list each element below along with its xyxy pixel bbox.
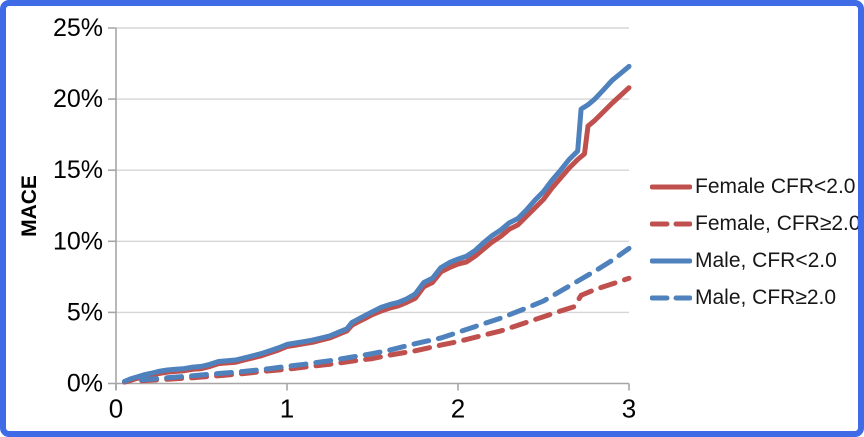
legend-item-female-solid: Female CFR<2.0 — [650, 168, 858, 205]
legend-label: Female CFR<2.0 — [695, 174, 856, 198]
legend: Female CFR<2.0 Female, CFR≥2.0 Male, CFR… — [650, 168, 861, 316]
mace-chart: 0% 5% 10% 15% 20% 25% 0 1 2 3 MACE — [18, 14, 636, 424]
x-tick-label: 3 — [622, 394, 636, 424]
legend-label: Female, CFR≥2.0 — [695, 211, 861, 235]
legend-line-male-dashed-icon — [650, 295, 692, 300]
legend-label: Male, CFR≥2.0 — [695, 285, 837, 309]
y-tick-label: 15% — [53, 156, 103, 184]
series-path-female-cfr-2-0 — [122, 85, 632, 385]
legend-item-female-dashed: Female, CFR≥2.0 — [650, 205, 861, 242]
x-tick-label: 0 — [109, 394, 123, 424]
legend-line-female-dashed-icon — [650, 221, 692, 226]
series-path-male-cfr-2-0 — [139, 245, 632, 383]
series-path-male-cfr-2-0 — [122, 63, 632, 384]
legend-line-female-solid-icon — [650, 184, 692, 189]
y-tick-label: 20% — [53, 85, 103, 113]
y-tick-label: 25% — [53, 14, 103, 42]
x-tick-label: 2 — [451, 394, 465, 424]
legend-line-male-solid-icon — [650, 258, 692, 263]
legend-item-male-dashed: Male, CFR≥2.0 — [650, 279, 858, 316]
x-tick-label: 1 — [280, 394, 294, 424]
legend-label: Male, CFR<2.0 — [695, 248, 837, 272]
legend-item-male-solid: Male, CFR<2.0 — [650, 242, 858, 279]
y-tick-label: 0% — [67, 370, 103, 398]
y-tick-label: 10% — [53, 227, 103, 255]
y-axis-title: MACE — [18, 175, 41, 237]
y-tick-label: 5% — [67, 298, 103, 326]
